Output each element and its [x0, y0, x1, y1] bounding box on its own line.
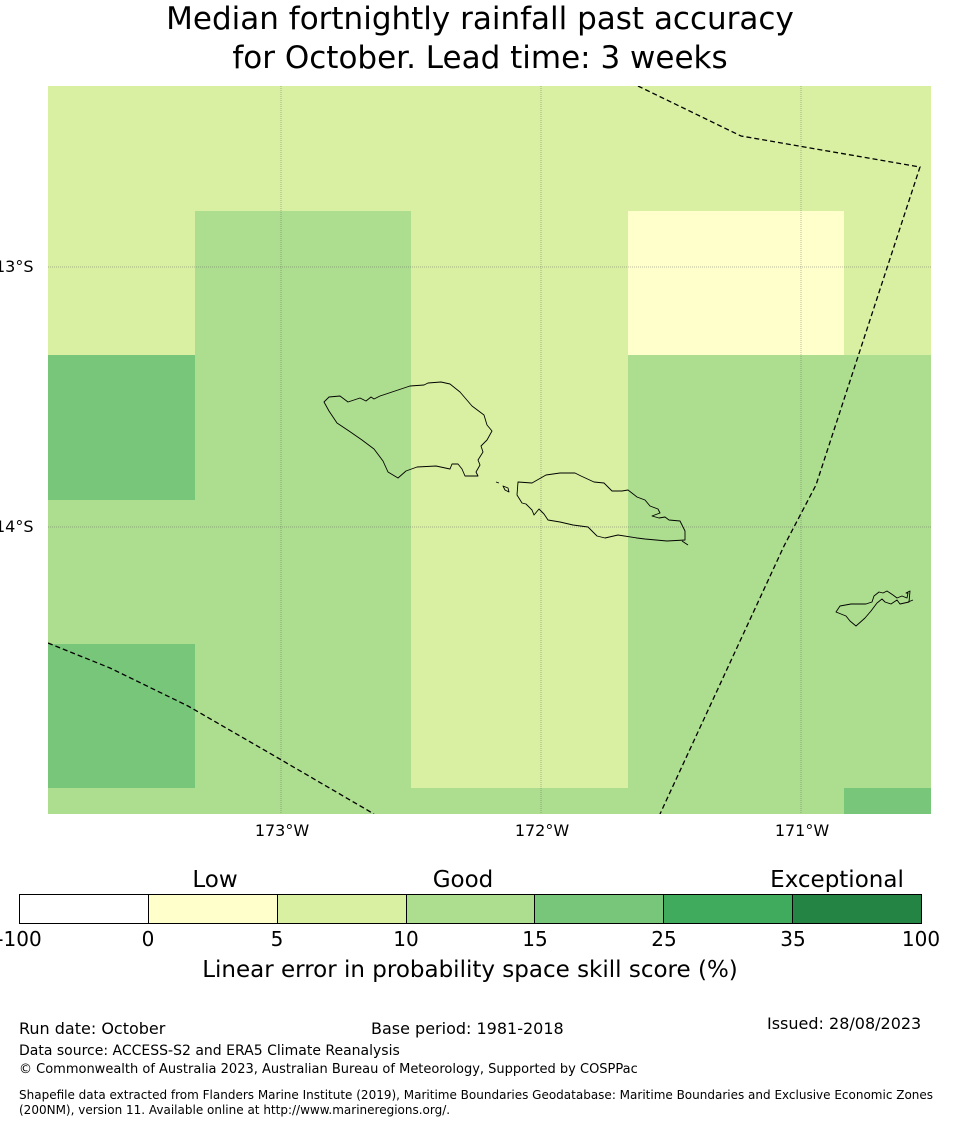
legend-category-low: Low: [192, 867, 238, 893]
skill-tile: [628, 355, 931, 788]
data-source: Data source: ACCESS-S2 and ERA5 Climate …: [19, 1043, 400, 1059]
lon-label-171w: 171°W: [774, 821, 830, 840]
savaii-island: [323, 381, 493, 479]
colorbar-label: Linear error in probability space skill …: [202, 957, 738, 983]
eez-boundary: [48, 86, 921, 814]
legend-category-good: Good: [432, 867, 494, 893]
run-date: Run date: October: [19, 1019, 166, 1038]
colorbar-tick: 25: [651, 927, 677, 951]
map-title: Median fortnightly rainfall past accurac…: [0, 0, 960, 78]
colorbar-tick: -100: [0, 927, 42, 951]
base-period: Base period: 1981-2018: [371, 1019, 564, 1038]
colorbar-tick: 0: [141, 927, 155, 951]
colorbar-segment: [406, 895, 536, 923]
skill-tile: [48, 644, 195, 788]
upolu-tip: [681, 540, 689, 546]
colorbar-segment: [664, 895, 794, 923]
title-line-1: Median fortnightly rainfall past accurac…: [166, 1, 794, 37]
colorbar-segment: [20, 895, 149, 923]
lat-label-14s: 14°S: [0, 517, 34, 536]
colorbar-segment: [148, 895, 278, 923]
colorbar-segment: [277, 895, 407, 923]
shapefile-credit-line-2: (200NM), version 11. Available online at…: [19, 1103, 451, 1117]
colorbar-tick: 5: [270, 927, 284, 951]
legend-category-exceptional: Exceptional: [770, 867, 904, 893]
skill-tile: [628, 211, 844, 355]
skill-tile: [844, 788, 931, 814]
tutuila-island: [835, 590, 911, 627]
colorbar: [19, 894, 922, 924]
colorbar-tick: 15: [522, 927, 548, 951]
lon-label-173w: 173°W: [254, 821, 310, 840]
skill-tile: [48, 788, 931, 814]
colorbar-segment: [793, 895, 922, 923]
skill-tile: [48, 355, 195, 500]
graticule: [48, 86, 931, 814]
skill-map: [48, 86, 931, 814]
lat-label-13s: 13°S: [0, 257, 34, 276]
colorbar-tick: 35: [780, 927, 806, 951]
skill-tile: [195, 211, 411, 355]
manono-islet: [495, 481, 510, 493]
issued-date: Issued: 28/08/2023: [767, 1014, 922, 1033]
lon-label-172w: 172°W: [514, 821, 570, 840]
skill-tile: [195, 355, 411, 788]
copyright: © Commonwealth of Australia 2023, Austra…: [19, 1062, 638, 1077]
colorbar-tick: 100: [901, 927, 941, 951]
title-line-2: for October. Lead time: 3 weeks: [232, 40, 728, 76]
aunuu-islet: [907, 599, 914, 603]
colorbar-segment: [535, 895, 665, 923]
coastline: [323, 381, 914, 627]
upolu-island: [516, 472, 686, 542]
colorbar-tick: 10: [393, 927, 419, 951]
skill-tile: [48, 500, 195, 644]
shapefile-credit-line-1: Shapefile data extracted from Flanders M…: [19, 1088, 934, 1102]
